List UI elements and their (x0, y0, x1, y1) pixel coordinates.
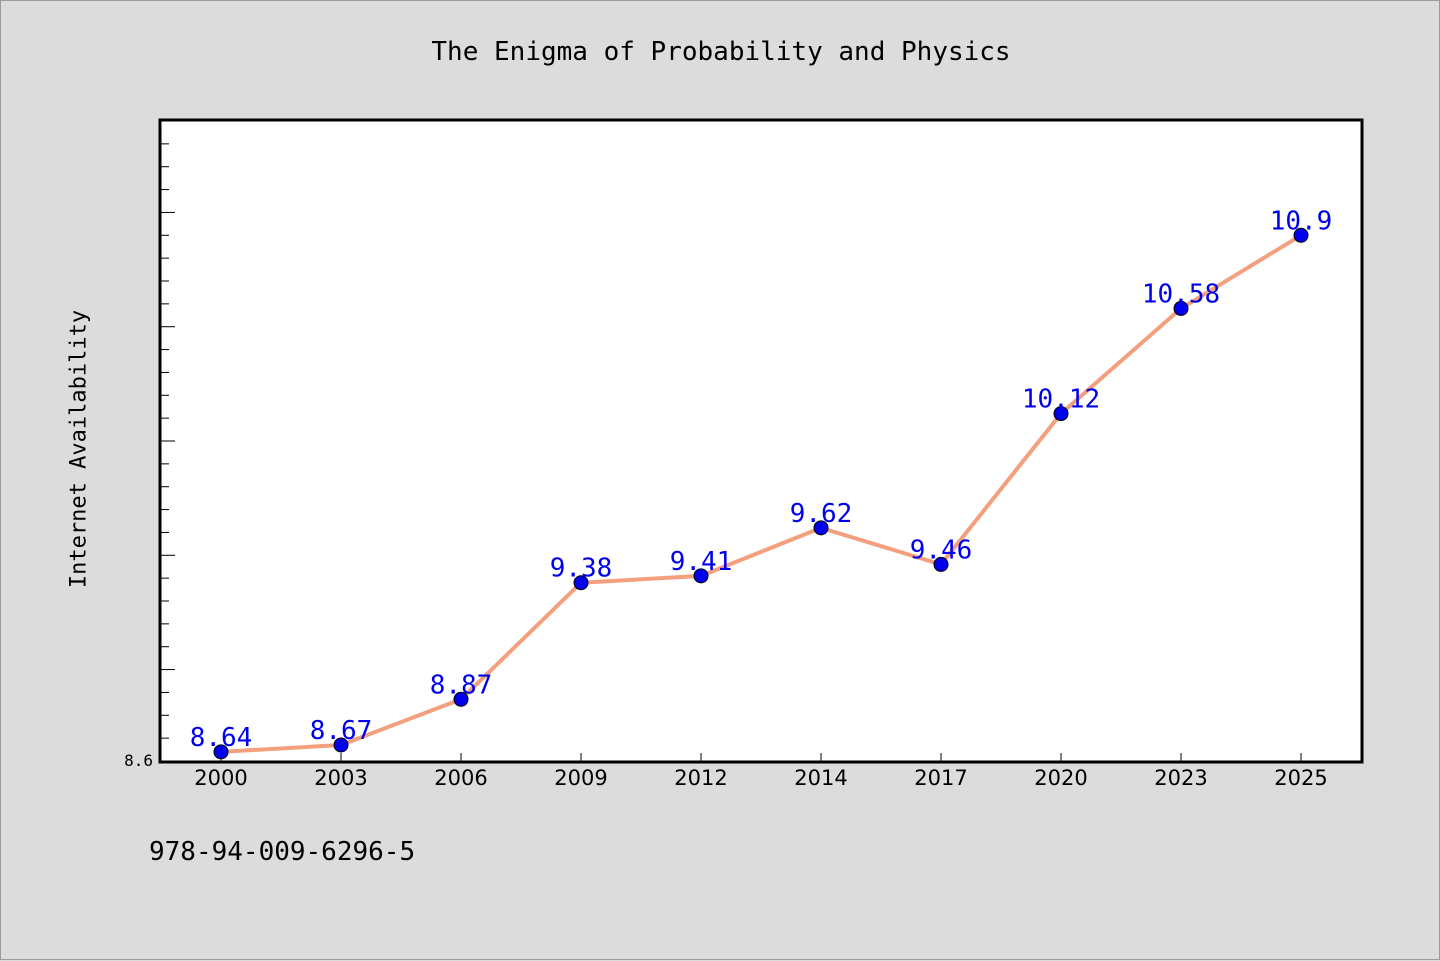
data-point (453, 691, 469, 707)
data-point (1173, 300, 1189, 316)
x-tick-label: 2014 (794, 766, 847, 790)
x-tick-label: 2012 (674, 766, 727, 790)
x-tick-label: 2017 (914, 766, 967, 790)
chart-title: The Enigma of Probability and Physics (431, 37, 1011, 67)
y-tick-label: 8.6 (124, 751, 153, 770)
data-label: 9.41 (670, 547, 733, 577)
x-tick-label: 2003 (314, 766, 367, 790)
data-point (333, 737, 349, 753)
x-axis-ticks: 2000 2003 2006 2009 2012 2014 2017 2020 2023 2025 (194, 753, 1328, 790)
x-tick-label: 2020 (1034, 766, 1087, 790)
y-axis-ticks: 8.6 (124, 120, 175, 770)
plot-frame (158, 118, 1364, 764)
series-line (220, 233, 1303, 754)
data-label: 8.67 (310, 716, 373, 746)
data-label: 10.12 (1022, 385, 1100, 415)
data-label: 10.9 (1270, 206, 1333, 236)
data-label: 9.62 (790, 499, 853, 529)
data-point (933, 556, 949, 572)
data-label: 8.87 (430, 670, 493, 700)
data-point (813, 520, 829, 536)
x-tick-label: 2023 (1154, 766, 1207, 790)
x-tick-label: 2025 (1274, 766, 1327, 790)
x-tick-label: 2006 (434, 766, 487, 790)
data-point (1293, 227, 1309, 243)
data-label: 9.46 (910, 535, 973, 565)
x-tick-label: 2009 (554, 766, 607, 790)
data-point (573, 575, 589, 591)
data-label: 8.64 (190, 723, 253, 753)
data-point (693, 568, 709, 584)
series-group (213, 227, 1309, 760)
data-point (1053, 406, 1069, 422)
isbn-text: 978-94-009-6296-5 (149, 837, 416, 867)
x-tick-label: 2000 (194, 766, 247, 790)
data-label: 9.38 (550, 554, 613, 584)
data-point (213, 744, 229, 760)
data-label: 10.58 (1142, 279, 1220, 309)
data-labels-group: 8.64 8.67 8.87 9.38 9.41 9.62 9.46 10.12 10.58 10… (190, 206, 1333, 753)
